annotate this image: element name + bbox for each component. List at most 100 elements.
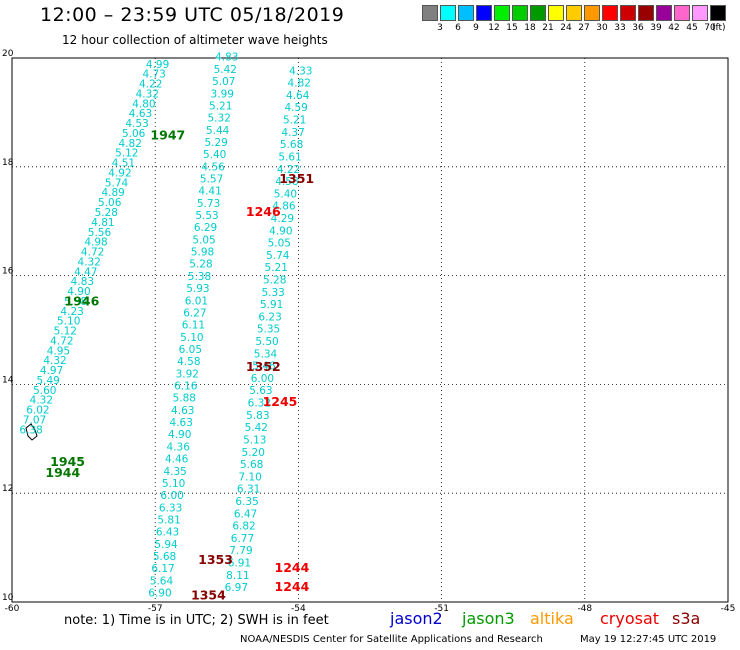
wave-height-value: 5.68	[240, 459, 263, 471]
wave-height-value: 4.47	[74, 266, 97, 278]
wave-height-value: 5.10	[180, 332, 203, 344]
wave-height-value: 6.00	[251, 373, 274, 385]
legend-label: 6	[455, 23, 461, 33]
wave-height-value: 5.12	[54, 326, 77, 338]
wave-height-value: 4.53	[125, 118, 148, 130]
wave-height-value: 4.36	[167, 441, 191, 453]
wave-height-value: 4.63	[170, 417, 193, 429]
lat-tick-label: 10	[2, 593, 14, 603]
wave-height-value: 5.21	[209, 100, 232, 112]
wave-height-value: 5.35	[257, 324, 280, 336]
legend-swatch	[440, 5, 456, 21]
wave-height-value: 5.56	[88, 227, 112, 239]
wave-height-value: 4.41	[198, 186, 221, 198]
wave-height-value: 4.81	[91, 217, 114, 229]
pass-time-label: 1351	[279, 171, 314, 186]
legend-swatch	[512, 5, 528, 21]
wave-height-value: 4.22	[139, 79, 162, 91]
lon-tick-label: -54	[291, 604, 306, 614]
wave-height-value: 5.94	[154, 539, 178, 551]
wave-height-value: 6.33	[159, 502, 182, 514]
lat-tick-label: 20	[2, 49, 14, 59]
wave-height-value: 3.99	[211, 88, 234, 100]
wave-height-value: 5.34	[254, 348, 278, 360]
pass-time-label: 1354	[191, 587, 226, 602]
wave-height-value: 5.38	[188, 271, 211, 283]
wave-height-value: 4.33	[289, 65, 312, 77]
wave-height-value: 4.95	[47, 345, 70, 357]
pass-time-label: 1945	[50, 454, 85, 469]
wave-height-value: 4.32	[136, 88, 159, 100]
legend-swatch	[710, 5, 726, 21]
wave-height-value: 4.90	[269, 225, 292, 237]
legend-swatch	[620, 5, 636, 21]
legend-swatch	[422, 5, 438, 21]
legend-label: 39	[650, 23, 662, 33]
legend-swatch	[476, 5, 492, 21]
wave-height-value: 6.00	[160, 490, 183, 502]
wave-height-value: 5.06	[122, 128, 146, 140]
legend-label: 3	[437, 23, 443, 33]
wave-height-value: 4.80	[132, 98, 155, 110]
wave-height-value: 5.93	[186, 283, 209, 295]
wave-height-value: 6.97	[225, 582, 248, 594]
lon-tick-label: -51	[434, 604, 449, 614]
satellite-label-altika: altika	[530, 609, 574, 628]
wave-height-value: 5.29	[204, 137, 227, 149]
wave-height-value: 4.99	[146, 59, 169, 71]
wave-height-value: 5.12	[115, 148, 138, 160]
legend-swatch	[494, 5, 510, 21]
footer-note: note: 1) Time is in UTC; 2) SWH is in fe…	[64, 613, 329, 628]
wave-height-value: 7.10	[238, 471, 261, 483]
legend-label: 21	[542, 23, 554, 33]
legend-swatch	[584, 5, 600, 21]
wave-height-value: 5.50	[255, 336, 278, 348]
wave-height-value: 4.98	[84, 237, 107, 249]
wave-height-value: 4.51	[112, 158, 135, 170]
wave-height-value: 6.47	[234, 508, 257, 520]
lat-tick-label: 18	[2, 158, 14, 168]
wave-height-value: 5.83	[246, 410, 269, 422]
wave-height-value: 4.86	[272, 201, 296, 213]
wave-height-value: 5.74	[105, 177, 129, 189]
legend-swatch	[638, 5, 654, 21]
wave-height-value: 3.92	[176, 368, 199, 380]
legend-label: 42	[668, 23, 680, 33]
chart-subtitle: 12 hour collection of altimeter wave hei…	[62, 33, 328, 47]
wave-height-value: 5.61	[278, 151, 301, 163]
legend-swatch	[674, 5, 690, 21]
wave-height-value: 5.06	[98, 197, 122, 209]
legend-label: 18	[524, 23, 536, 33]
wave-height-value: 6.38	[19, 424, 42, 436]
legend-label: 12	[488, 23, 500, 33]
legend-label: 70	[704, 23, 716, 33]
legend-label: 15	[506, 23, 518, 33]
wave-height-value: 5.53	[195, 210, 218, 222]
satellite-label-jason2: jason2	[390, 609, 443, 628]
pass-time-label: 1245	[263, 394, 298, 409]
legend-label: 27	[578, 23, 590, 33]
wave-height-value: 4.73	[142, 69, 165, 81]
wave-height-value: 5.88	[173, 393, 196, 405]
wave-height-value: 6.01	[185, 295, 208, 307]
timestamp: May 19 12:27:45 UTC 2019	[580, 634, 717, 645]
wave-height-value: 5.07	[212, 76, 235, 88]
island-outline	[25, 423, 38, 441]
wave-height-value: 5.38	[64, 296, 87, 308]
wave-height-value: 5.73	[197, 198, 220, 210]
legend-swatch	[602, 5, 618, 21]
wave-height-value: 5.57	[200, 174, 223, 186]
pass-time-label: 1946	[65, 294, 100, 309]
legend-swatch	[566, 5, 582, 21]
lon-tick-label: -57	[148, 604, 163, 614]
wave-height-value: 5.10	[57, 316, 80, 328]
wave-height-value: 5.64	[150, 575, 174, 587]
wave-height-value: 4.35	[163, 466, 186, 478]
wave-height-value: 4.23	[60, 306, 83, 318]
wave-height-value: 6.02	[26, 405, 49, 417]
legend-label: 45	[686, 23, 698, 33]
legend-swatch	[548, 5, 564, 21]
legend-label: 36	[632, 23, 644, 33]
wave-height-value: 5.10	[162, 478, 185, 490]
